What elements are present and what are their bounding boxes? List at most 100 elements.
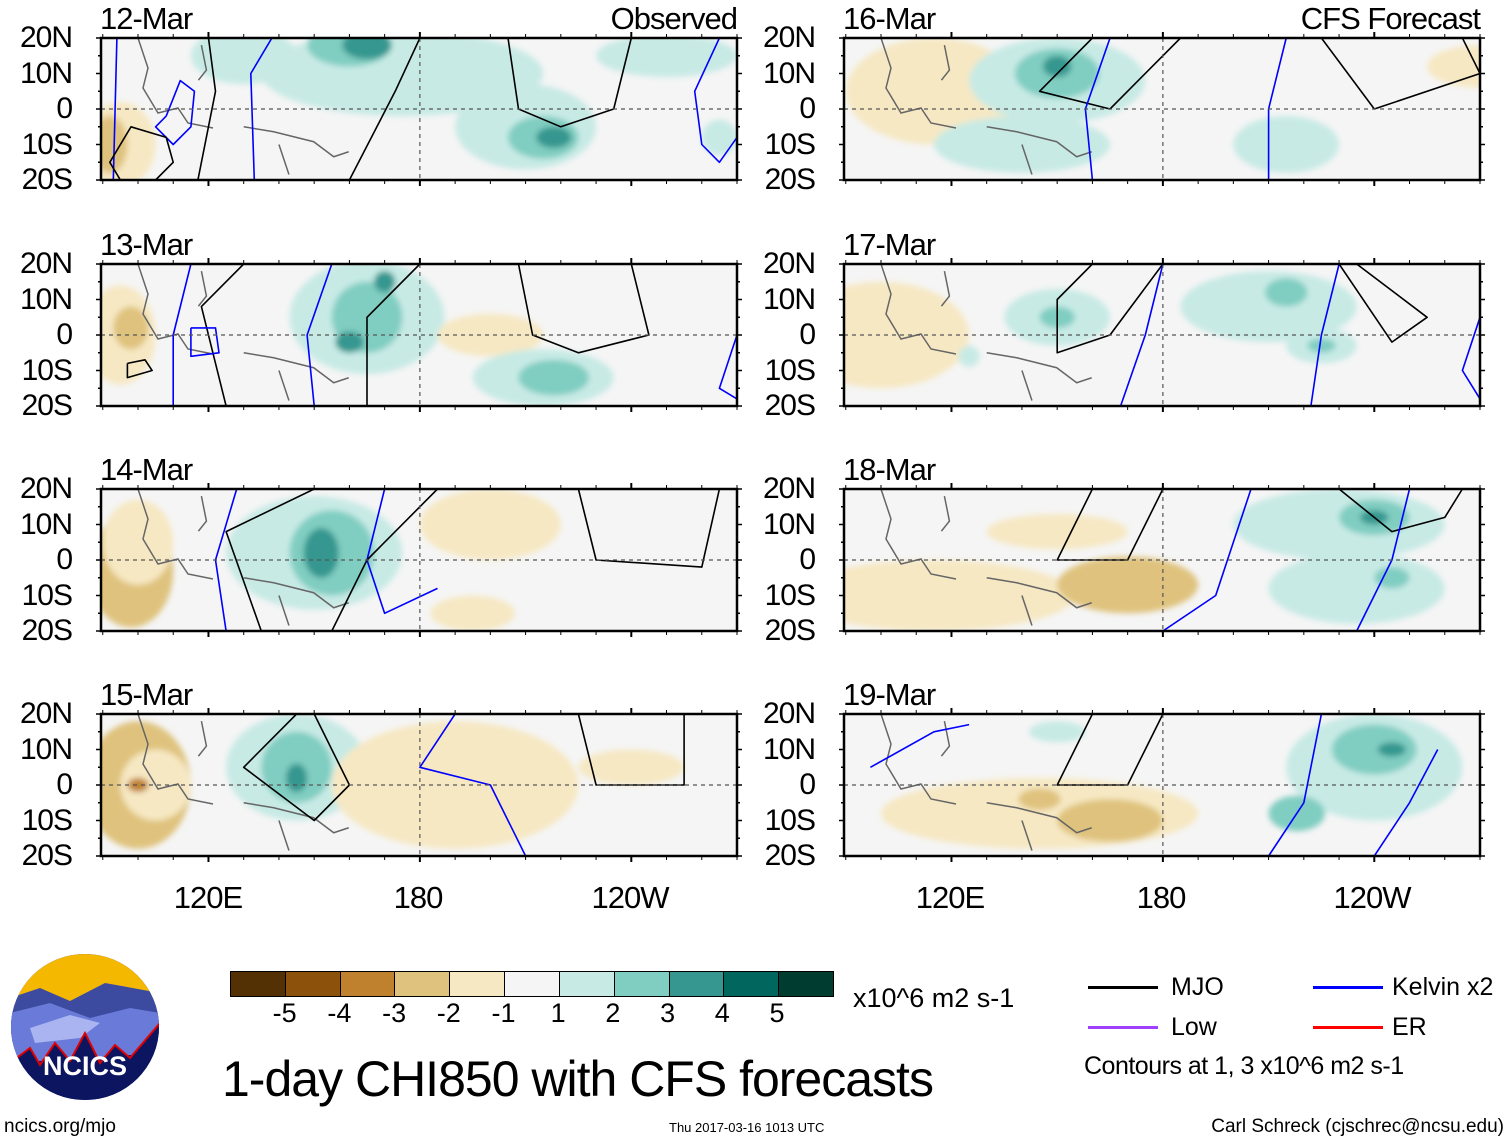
mjo-contour: [126, 359, 153, 379]
anomaly-shading: [374, 271, 396, 293]
kelvin-contour: [190, 327, 220, 358]
colorbar-tick-label: 2: [605, 998, 621, 1028]
lon-label-180: 180: [393, 880, 444, 915]
map-panel-16-mar: [839, 32, 1485, 186]
kelvin-contour: [1267, 714, 1323, 856]
colorbar: [230, 971, 834, 997]
anomaly-shading: [303, 528, 339, 578]
colorbar-swatch: [505, 972, 560, 996]
lat-label: 20S: [21, 163, 73, 196]
anomaly-shading: [1374, 567, 1410, 589]
panel-date: 13-Mar: [100, 227, 193, 262]
lat-label: 10N: [762, 282, 816, 316]
mjo-contour: [1338, 489, 1464, 533]
colorbar-swatch: [779, 972, 833, 996]
lat-label: 10N: [19, 732, 73, 766]
mjo-contour: [1320, 38, 1480, 110]
lat-label: 10N: [19, 507, 73, 541]
colorbar-units: x10^6 m2 s-1: [853, 983, 1015, 1013]
map-panel-13-mar: [96, 258, 742, 412]
anomaly-shading: [958, 345, 980, 367]
colorbar-tick-label: -3: [382, 998, 407, 1028]
mjo-contour: [577, 489, 721, 568]
panel-date: 14-Mar: [100, 452, 193, 487]
kelvin-contour: [154, 79, 196, 146]
anomaly-shading: [1265, 278, 1308, 307]
mjo-contour: [225, 489, 315, 631]
panel-source-tag: Observed: [610, 1, 738, 36]
lat-label: 0: [799, 543, 816, 576]
coastline: [137, 489, 349, 626]
mjo-contour: [109, 126, 174, 180]
anomaly-shading: [844, 281, 970, 389]
anomaly-shading: [536, 126, 572, 149]
colorbar-swatch: [285, 972, 341, 996]
contours-note: Contours at 1, 3 x10^6 m2 s-1: [1084, 1052, 1404, 1080]
coastline: [137, 714, 349, 851]
anomaly-shading: [1233, 116, 1340, 173]
kelvin-contour: [1310, 264, 1340, 406]
kelvin-contour: [1162, 489, 1252, 631]
colorbar-swatch: [450, 972, 506, 996]
colorbar-swatch: [231, 972, 286, 996]
footer-credit: Carl Schreck (cjschrec@ncsu.edu): [1211, 1116, 1504, 1137]
panel-date: 16-Mar: [843, 1, 936, 36]
colorbar-swatch: [724, 972, 780, 996]
anomaly-shading: [419, 489, 561, 560]
colorbar-tick-label: 3: [660, 998, 676, 1028]
anomaly-shading: [986, 513, 1128, 550]
lon-label-120e-right: 120E: [915, 880, 985, 915]
anomaly-shading: [342, 38, 392, 60]
lat-label: 10S: [764, 803, 816, 837]
lat-label: 20S: [764, 163, 816, 196]
lat-label: 20S: [764, 389, 816, 422]
anomaly-shading: [1427, 45, 1480, 88]
mjo-contour: [348, 38, 421, 180]
panel-date: 15-Mar: [100, 677, 193, 712]
lat-label: 0: [56, 543, 73, 576]
legend-kelvin-label: Kelvin x2: [1392, 973, 1494, 1001]
anomaly-shading: [578, 749, 685, 785]
figure-title: 1-day CHI850 with CFS forecasts: [222, 1051, 934, 1107]
map-panel-17-mar: [839, 258, 1485, 412]
lat-label: 10N: [762, 507, 816, 541]
anomaly-shading: [127, 777, 149, 793]
kelvin-contour: [419, 714, 527, 856]
mjo-contour: [1056, 264, 1164, 354]
lon-label-180-right: 180: [1136, 880, 1187, 915]
anomaly-shading: [1233, 489, 1445, 560]
map-panel-18-mar: [839, 483, 1485, 637]
legend-mjo-line: [1088, 986, 1158, 989]
map-panel-14-mar: [96, 483, 742, 637]
coastline: [137, 264, 349, 401]
colorbar-tick-label: 5: [769, 998, 785, 1028]
mjo-contour: [1338, 264, 1428, 343]
anomaly-shading: [596, 38, 737, 78]
colorbar-tick-label: -1: [491, 998, 516, 1028]
lat-label: 0: [799, 92, 816, 125]
kelvin-contour: [870, 723, 970, 768]
kelvin-contour: [1119, 264, 1164, 406]
kelvin-contour: [366, 489, 438, 615]
mjo-contour: [200, 264, 245, 406]
lat-label: 10S: [21, 127, 73, 161]
mjo-contour: [507, 38, 633, 128]
panel-date: 19-Mar: [843, 677, 936, 712]
lat-label: 20N: [762, 21, 816, 54]
lat-label: 10S: [764, 127, 816, 161]
lat-label: 20N: [762, 472, 816, 505]
panel-source-tag: CFS Forecast: [1300, 1, 1481, 36]
anomaly-shading: [1332, 724, 1417, 775]
anomaly-shading: [1043, 55, 1072, 78]
footer-timestamp: Thu 2017-03-16 1013 UTC: [669, 1120, 825, 1135]
anomaly-shading: [102, 499, 174, 585]
anomaly-shading: [430, 595, 516, 631]
lat-label: 0: [799, 768, 816, 801]
colorbar-tick-label: -5: [272, 998, 297, 1028]
coastline: [880, 714, 1092, 851]
logo-text: NCICS: [43, 1051, 127, 1081]
panel-date: 18-Mar: [843, 452, 936, 487]
lat-label: 10S: [21, 803, 73, 837]
footer-url[interactable]: ncics.org/mjo: [4, 1116, 116, 1137]
legend-kelvin-line: [1313, 986, 1383, 989]
